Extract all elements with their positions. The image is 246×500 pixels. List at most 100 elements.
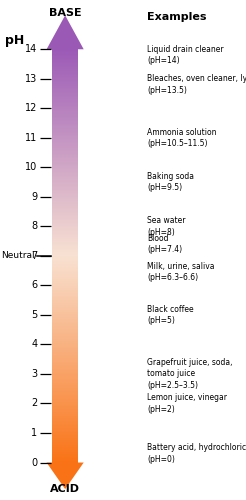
Bar [52,450,78,452]
Bar [52,267,78,268]
Bar [52,204,78,205]
Bar [52,55,78,56]
Bar [52,183,78,184]
Text: Liquid drain cleaner
(pH=14): Liquid drain cleaner (pH=14) [147,45,224,66]
Bar [52,377,78,378]
Bar [52,62,78,63]
Bar [52,366,78,368]
Bar [52,70,78,71]
Bar [52,81,78,82]
Bar [52,162,78,164]
Bar [52,240,78,242]
Bar [52,107,78,108]
Bar [52,258,78,260]
Bar [52,165,78,166]
Bar [52,252,78,253]
Bar [52,98,78,99]
Bar [52,454,78,456]
Bar [52,99,78,100]
Bar [52,300,78,302]
Bar [52,56,78,58]
Bar [52,354,78,355]
Bar [52,94,78,96]
Bar [52,49,78,50]
Bar [52,410,78,412]
Bar [52,148,78,150]
Bar [52,125,78,126]
Bar [52,96,78,98]
Bar [52,178,78,180]
Text: Lemon juice, vinegar
(pH=2): Lemon juice, vinegar (pH=2) [147,394,227,413]
Bar [52,64,78,66]
Bar [52,142,78,143]
Bar [52,282,78,284]
Bar [52,226,78,227]
Bar [52,59,78,60]
Bar [52,448,78,449]
Bar [52,58,78,59]
Bar [52,418,78,420]
Bar [52,136,78,138]
Bar [52,63,78,64]
Bar [52,86,78,88]
Bar [52,414,78,416]
Bar [52,262,78,263]
Bar [52,76,78,77]
Bar [52,329,78,330]
Bar [52,250,78,252]
Bar [52,245,78,246]
Bar [52,244,78,245]
Bar [52,242,78,244]
Bar [52,284,78,285]
Bar [52,54,78,55]
Bar [52,296,78,297]
Bar [52,140,78,141]
Bar [52,236,78,238]
Bar [52,108,78,110]
Bar [52,439,78,440]
Bar [52,143,78,144]
Bar [52,320,78,322]
Bar [52,150,78,151]
Bar [52,146,78,147]
Bar [52,238,78,240]
Bar [52,230,78,231]
Bar [52,297,78,298]
Bar [52,134,78,136]
Bar [52,308,78,310]
Bar [52,74,78,76]
Bar [52,404,78,406]
Bar [52,292,78,293]
Bar [52,263,78,264]
Bar [52,116,78,117]
Bar [52,186,78,187]
Bar [52,374,78,376]
Bar [52,416,78,417]
Bar [52,275,78,276]
Bar [52,310,78,311]
Bar [52,348,78,350]
Bar [52,421,78,422]
Bar [52,122,78,124]
Bar [52,338,78,340]
Bar [52,52,78,54]
Bar [52,205,78,206]
Bar [52,332,78,333]
Text: Blood
(pH=7.4): Blood (pH=7.4) [147,234,182,254]
Bar [52,328,78,329]
Bar [52,434,78,435]
Bar [52,92,78,94]
Bar [52,325,78,326]
Bar [52,302,78,304]
Bar [52,388,78,390]
Bar [52,356,78,358]
Text: 9: 9 [31,192,37,202]
Bar [52,72,78,74]
Bar [52,209,78,210]
Bar [52,184,78,186]
Bar [52,118,78,120]
Bar [52,294,78,296]
Bar [52,396,78,398]
Bar [52,271,78,272]
Bar [52,172,78,174]
